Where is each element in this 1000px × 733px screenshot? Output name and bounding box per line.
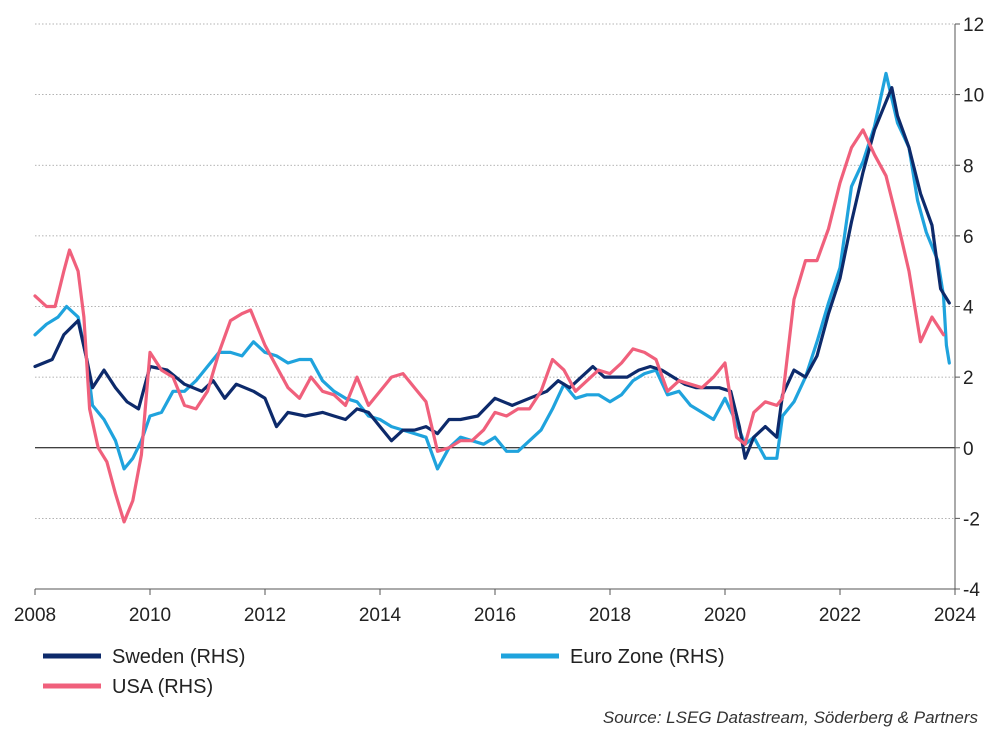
legend: Sweden (RHS) Euro Zone (RHS) USA (RHS) bbox=[43, 646, 725, 698]
legend-item-usa: USA (RHS) bbox=[43, 676, 213, 698]
x-tick-label-2020: 2020 bbox=[704, 605, 746, 626]
x-tick-label-2014: 2014 bbox=[359, 605, 402, 626]
y-tick-label-6: 6 bbox=[963, 227, 974, 248]
line-chart: 2008 2010 2012 2014 2016 2018 2020 2022 2024 121… bbox=[14, 15, 984, 698]
series-line-euro-zone-rhs bbox=[33, 71, 951, 471]
x-tick-labels: 2008 2010 2012 2014 2016 2018 2020 2022 2024 bbox=[14, 605, 977, 626]
axes bbox=[34, 23, 960, 595]
y-tick-label-12: 12 bbox=[963, 15, 984, 36]
y-tick-label-2: 2 bbox=[963, 368, 974, 389]
legend-label-usa: USA (RHS) bbox=[112, 676, 213, 698]
x-tick-label-2024: 2024 bbox=[934, 605, 977, 626]
x-tick-label-2012: 2012 bbox=[244, 605, 286, 626]
legend-item-sweden: Sweden (RHS) bbox=[43, 646, 245, 668]
source-note: Source: LSEG Datastream, Söderberg & Par… bbox=[602, 708, 978, 727]
y-tick-label-8: 8 bbox=[963, 156, 974, 177]
y-tick-label--2: -2 bbox=[963, 509, 980, 530]
x-tick-label-2016: 2016 bbox=[474, 605, 516, 626]
x-tick-label-2008: 2008 bbox=[14, 605, 56, 626]
legend-label-euro-zone: Euro Zone (RHS) bbox=[570, 646, 725, 668]
y-tick-labels: 12 10 8 6 4 2 0 -2 -4 bbox=[963, 15, 984, 601]
gridlines bbox=[35, 23, 955, 519]
x-tick-label-2010: 2010 bbox=[129, 605, 171, 626]
x-tick-label-2018: 2018 bbox=[589, 605, 631, 626]
series-line-sweden-rhs bbox=[33, 86, 951, 460]
y-tick-label-10: 10 bbox=[963, 86, 984, 107]
y-tick-label-0: 0 bbox=[963, 439, 974, 460]
legend-label-sweden: Sweden (RHS) bbox=[112, 646, 245, 668]
y-tick-label-4: 4 bbox=[963, 298, 974, 319]
series-lines bbox=[33, 71, 951, 524]
legend-item-euro-zone: Euro Zone (RHS) bbox=[501, 646, 725, 668]
y-tick-label--4: -4 bbox=[963, 580, 980, 601]
x-tick-label-2022: 2022 bbox=[819, 605, 861, 626]
series-line-usa-rhs bbox=[33, 128, 946, 524]
